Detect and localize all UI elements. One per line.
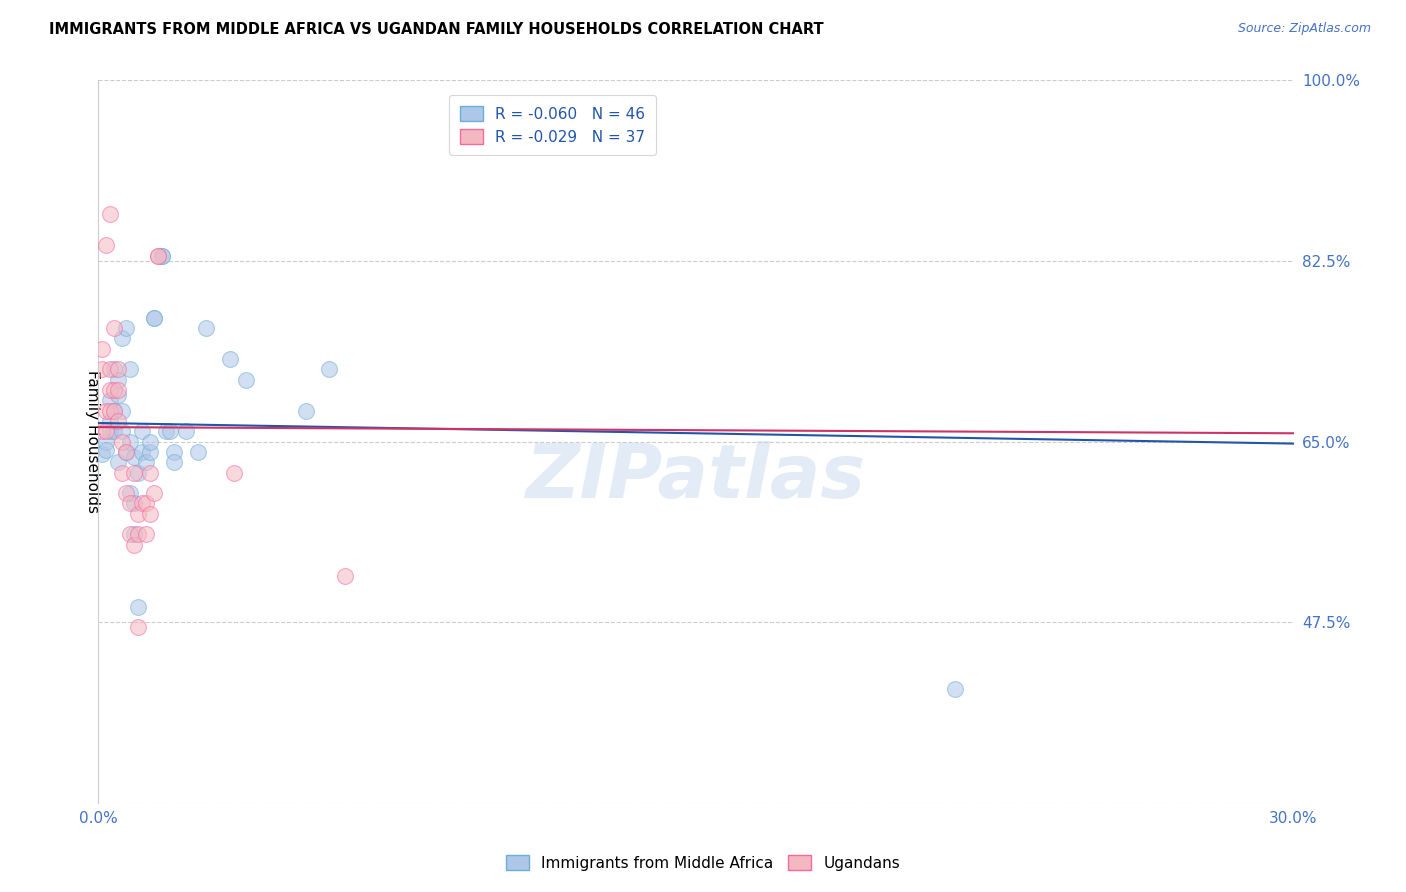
Point <box>139 445 162 459</box>
Point <box>96 403 118 417</box>
Point <box>91 342 114 356</box>
Point <box>139 507 162 521</box>
Point <box>120 434 142 449</box>
Point <box>96 238 118 252</box>
Point <box>124 527 146 541</box>
Point <box>115 486 138 500</box>
Point <box>150 249 173 263</box>
Point <box>195 321 218 335</box>
Point <box>124 496 146 510</box>
Point <box>98 424 122 438</box>
Point <box>120 362 142 376</box>
Point <box>127 507 149 521</box>
Point <box>91 424 114 438</box>
Y-axis label: Family Households: Family Households <box>84 370 100 513</box>
Point <box>943 682 966 697</box>
Point <box>143 310 166 325</box>
Point <box>174 424 197 438</box>
Point <box>98 383 122 397</box>
Point <box>143 310 166 325</box>
Point <box>120 496 142 510</box>
Point <box>111 434 134 449</box>
Point <box>139 466 162 480</box>
Point <box>155 424 177 438</box>
Point <box>219 351 242 366</box>
Point <box>107 414 129 428</box>
Point <box>150 249 173 263</box>
Point <box>98 207 122 221</box>
Point <box>294 403 316 417</box>
Point <box>115 445 138 459</box>
Point <box>139 434 162 449</box>
Point <box>96 434 118 449</box>
Point <box>107 455 129 469</box>
Point <box>127 599 149 614</box>
Point <box>127 466 149 480</box>
Point <box>335 568 357 582</box>
Text: ZIPatlas: ZIPatlas <box>526 442 866 514</box>
Point <box>103 362 125 376</box>
Point <box>131 445 153 459</box>
Point <box>163 455 186 469</box>
Point <box>103 383 125 397</box>
Point <box>98 393 122 408</box>
Point <box>103 403 125 417</box>
Point <box>222 466 245 480</box>
Point <box>96 424 118 438</box>
Point <box>159 424 181 438</box>
Point <box>111 466 134 480</box>
Point <box>124 450 146 464</box>
Point <box>120 527 142 541</box>
Point <box>107 373 129 387</box>
Point <box>111 424 134 438</box>
Point <box>103 424 125 438</box>
Point <box>96 442 118 457</box>
Point <box>111 403 134 417</box>
Point <box>235 373 257 387</box>
Point <box>107 383 129 397</box>
Point <box>91 447 114 461</box>
Point <box>127 620 149 634</box>
Point <box>91 362 114 376</box>
Point <box>148 249 170 263</box>
Point <box>98 414 122 428</box>
Point <box>107 362 129 376</box>
Point <box>98 362 122 376</box>
Point <box>148 249 170 263</box>
Point <box>131 496 153 510</box>
Point <box>120 486 142 500</box>
Text: Source: ZipAtlas.com: Source: ZipAtlas.com <box>1237 22 1371 36</box>
Point <box>135 527 157 541</box>
Point <box>111 331 134 345</box>
Point <box>187 445 209 459</box>
Point <box>124 466 146 480</box>
Text: IMMIGRANTS FROM MIDDLE AFRICA VS UGANDAN FAMILY HOUSEHOLDS CORRELATION CHART: IMMIGRANTS FROM MIDDLE AFRICA VS UGANDAN… <box>49 22 824 37</box>
Legend: R = -0.060   N = 46, R = -0.029   N = 37: R = -0.060 N = 46, R = -0.029 N = 37 <box>450 95 655 155</box>
Point <box>115 321 138 335</box>
Point <box>103 403 125 417</box>
Point <box>318 362 340 376</box>
Point <box>127 527 149 541</box>
Point <box>103 321 125 335</box>
Legend: Immigrants from Middle Africa, Ugandans: Immigrants from Middle Africa, Ugandans <box>496 846 910 880</box>
Point <box>143 486 166 500</box>
Point <box>115 445 138 459</box>
Point <box>107 388 129 402</box>
Point <box>131 424 153 438</box>
Point <box>163 445 186 459</box>
Point <box>98 403 122 417</box>
Point <box>124 538 146 552</box>
Point <box>135 496 157 510</box>
Point <box>135 455 157 469</box>
